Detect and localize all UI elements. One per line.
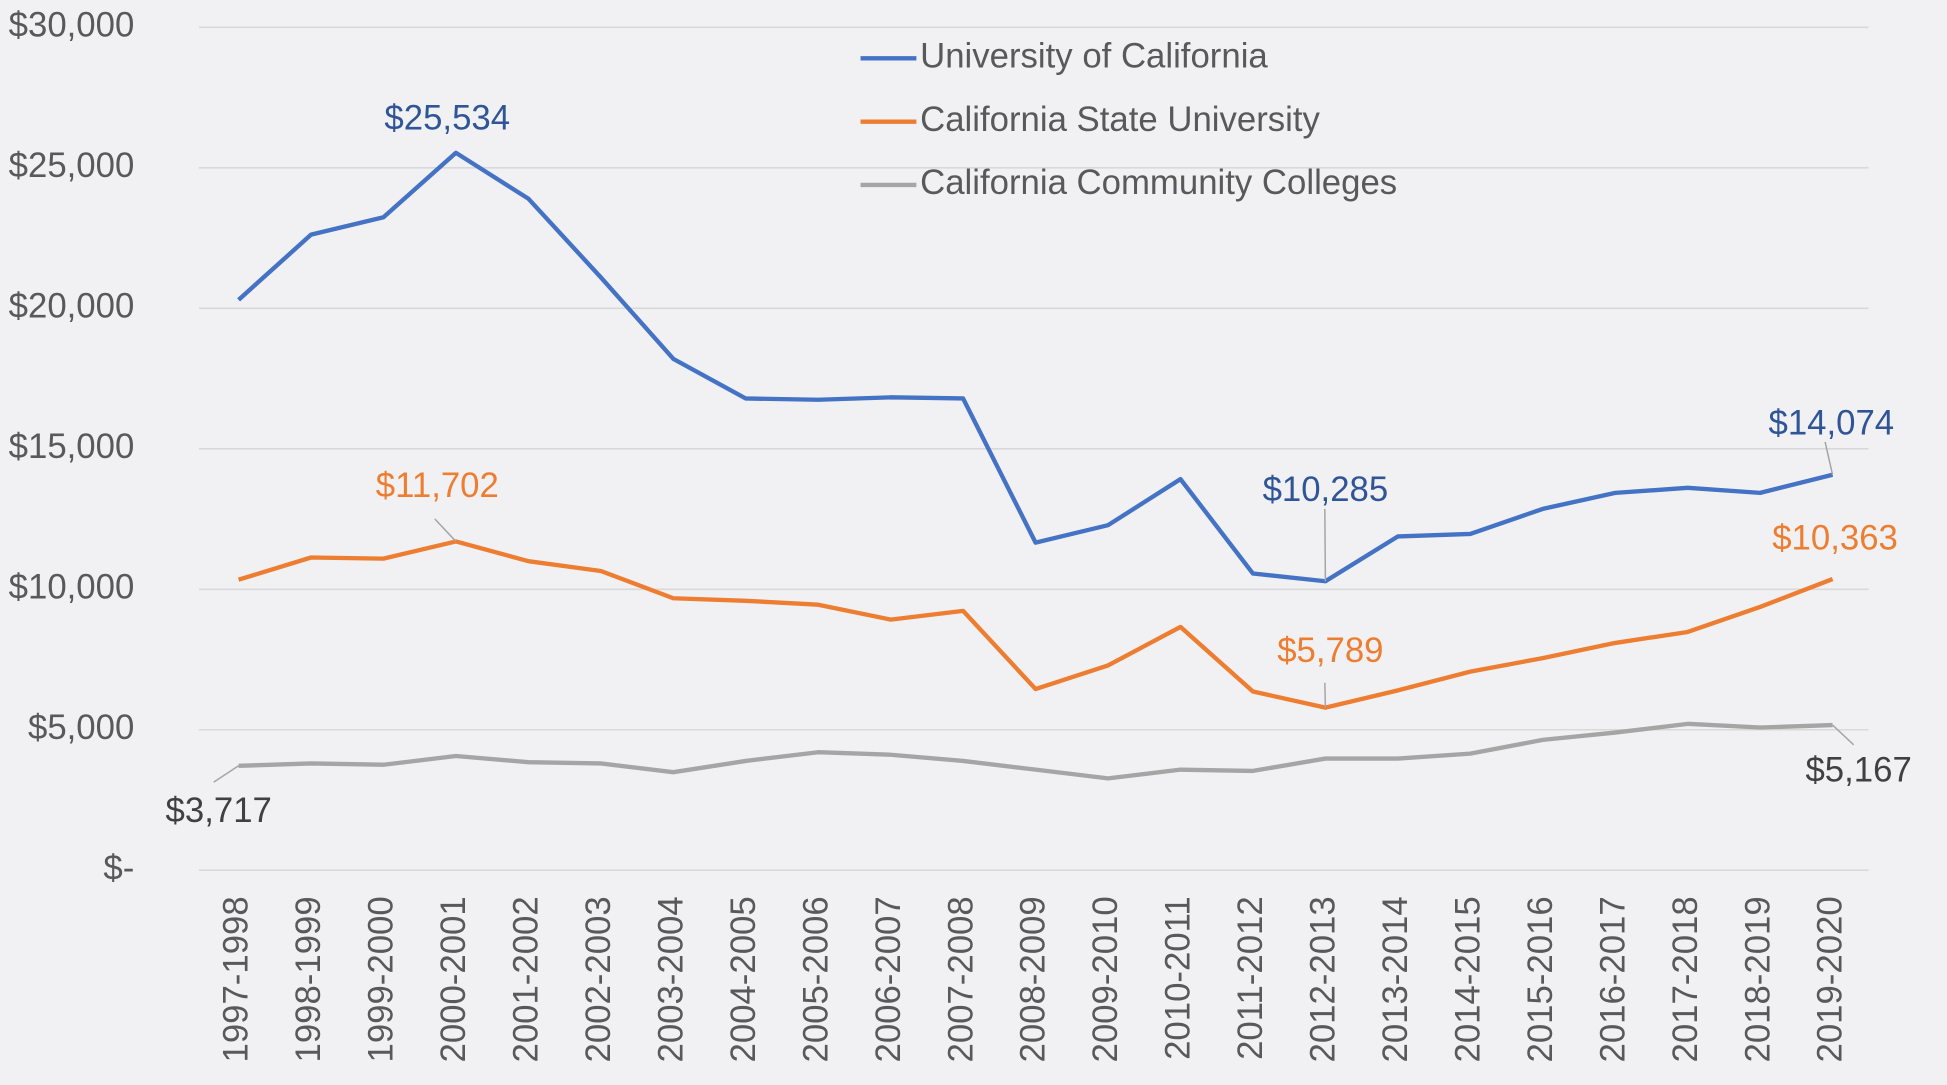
leader-line bbox=[1324, 682, 1327, 708]
x-tick-label: 2015-2016 bbox=[1522, 896, 1560, 1062]
leader-line bbox=[1324, 508, 1327, 582]
x-tick-label: 2019-2020 bbox=[1812, 896, 1850, 1062]
x-tick-label: 2008-2009 bbox=[1015, 896, 1053, 1062]
x-tick-label: 2000-2001 bbox=[435, 896, 473, 1062]
x-tick-label: 2011-2012 bbox=[1232, 896, 1270, 1060]
x-tick-label: 2013-2014 bbox=[1377, 896, 1415, 1062]
x-tick-label: 2012-2013 bbox=[1305, 896, 1343, 1062]
x-tick-label: 1999-2000 bbox=[363, 896, 401, 1062]
series-line bbox=[237, 150, 1834, 584]
x-tick-label: 2004-2005 bbox=[725, 896, 763, 1062]
x-tick-label: 2007-2008 bbox=[942, 896, 980, 1062]
legend-label: University of California bbox=[920, 38, 1268, 76]
x-tick-label: 2006-2007 bbox=[870, 896, 908, 1062]
x-tick-label: 2014-2015 bbox=[1449, 896, 1487, 1062]
leader-line bbox=[213, 765, 239, 783]
data-label: $10,363 bbox=[1772, 520, 1898, 558]
x-tick-label: 2003-2004 bbox=[652, 896, 690, 1062]
x-tick-label: 2017-2018 bbox=[1667, 896, 1705, 1062]
y-tick-label: $- bbox=[103, 849, 134, 887]
x-tick-label: 2001-2002 bbox=[508, 896, 546, 1062]
data-label: $3,717 bbox=[166, 792, 272, 830]
data-label: $5,789 bbox=[1277, 632, 1383, 670]
legend-label: California Community Colleges bbox=[920, 164, 1397, 202]
series-line bbox=[237, 539, 1834, 710]
y-tick-label: $10,000 bbox=[9, 568, 135, 606]
x-tick-label: 2005-2006 bbox=[797, 896, 835, 1062]
data-label: $25,534 bbox=[384, 100, 510, 138]
y-tick-label: $25,000 bbox=[9, 147, 135, 185]
leader-line bbox=[434, 518, 457, 542]
y-tick-label: $20,000 bbox=[9, 287, 135, 325]
y-tick-label: $30,000 bbox=[9, 6, 135, 44]
x-tick-label: 2002-2003 bbox=[580, 896, 618, 1062]
x-tick-label: 2009-2010 bbox=[1087, 896, 1125, 1062]
x-tick-label: 2018-2019 bbox=[1739, 896, 1777, 1062]
x-tick-label: 1998-1999 bbox=[290, 896, 328, 1062]
y-tick-label: $5,000 bbox=[28, 709, 134, 747]
y-tick-label: $15,000 bbox=[9, 428, 135, 466]
data-label: $14,074 bbox=[1769, 404, 1895, 442]
x-tick-label: 2016-2017 bbox=[1594, 896, 1632, 1062]
leader-line bbox=[1824, 441, 1834, 475]
leader-line bbox=[1832, 724, 1855, 746]
data-label: $11,702 bbox=[376, 467, 499, 505]
data-label: $5,167 bbox=[1805, 751, 1911, 789]
x-tick-label: 2010-2011 bbox=[1160, 896, 1198, 1060]
series-line bbox=[238, 721, 1833, 781]
legend-label: California State University bbox=[920, 101, 1320, 139]
data-label: $10,285 bbox=[1263, 471, 1389, 509]
x-tick-label: 1997-1998 bbox=[218, 896, 256, 1062]
